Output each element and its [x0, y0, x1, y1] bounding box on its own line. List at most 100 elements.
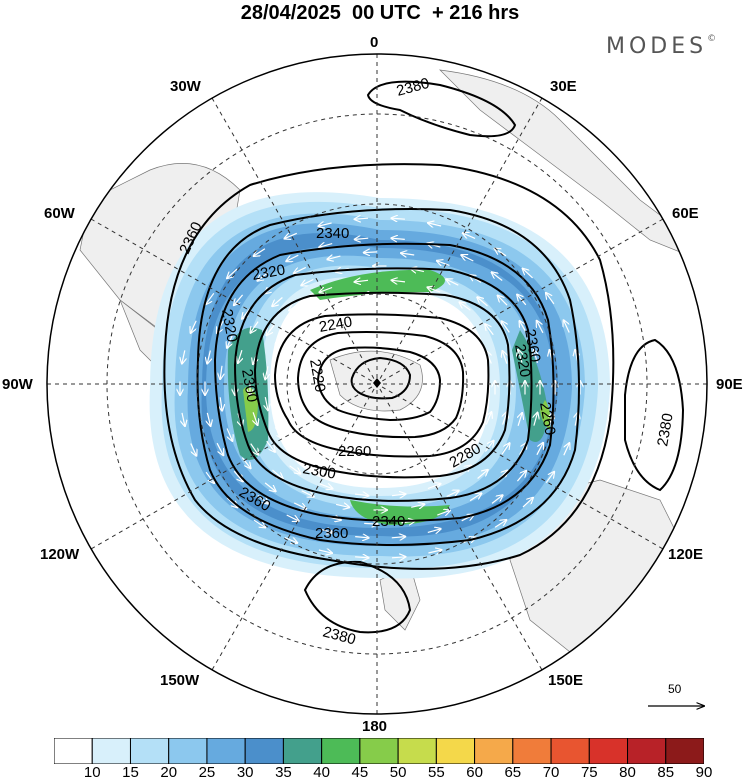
- wind-arrow: [328, 256, 341, 259]
- wind-arrow: [523, 269, 534, 279]
- wind-arrow: [319, 529, 333, 533]
- colorbar-tick-label: 90: [695, 764, 713, 781]
- wind-arrow: [492, 273, 503, 281]
- wind-arrow: [285, 232, 298, 238]
- wind-arrow: [411, 460, 424, 464]
- wind-arrow: [207, 412, 210, 426]
- wind-arrow: [216, 442, 223, 455]
- wind-arrow: [275, 337, 283, 349]
- brand-logo: MODES©: [606, 34, 716, 59]
- wind-arrow: [503, 351, 507, 364]
- wind-arrow: [522, 498, 533, 508]
- wind-arrow: [233, 470, 242, 481]
- wind-arrow: [434, 412, 443, 423]
- wind-arrow: [428, 288, 441, 293]
- wind-arrow: [227, 335, 233, 348]
- contour-2280: [253, 291, 511, 479]
- wind-arrow: [391, 557, 405, 558]
- wind-arrow: [428, 550, 441, 553]
- colorbar-tick-label: 15: [122, 764, 139, 781]
- wind-arrow: [453, 354, 461, 366]
- colorbar-swatch: [321, 738, 361, 764]
- wind-arrow: [319, 223, 332, 226]
- contour-label-2240: 2240: [318, 313, 354, 336]
- wind-arrow: [354, 451, 368, 453]
- wind-arrow: [258, 272, 269, 281]
- wind-arrow: [484, 441, 493, 452]
- wind-arrow: [485, 413, 491, 425]
- colorbar-tick-label: 65: [504, 764, 522, 781]
- wind-arrow: [355, 537, 368, 538]
- wind-arrow: [364, 523, 377, 524]
- contour-2340: [196, 208, 580, 546]
- colorbar-tick-label: 60: [466, 764, 483, 781]
- colorbar-swatch: [129, 738, 170, 764]
- wind-arrow: [301, 490, 314, 497]
- colorbar-swatch: [665, 738, 704, 764]
- map-border: [46, 53, 708, 715]
- height-contours: [163, 80, 685, 634]
- contour-2360: [163, 163, 615, 570]
- colorbar-swatch: [168, 738, 208, 764]
- wind-arrow: [251, 321, 259, 333]
- map-title: 28/04/2025 00 UTC + 216 hrs: [240, 2, 520, 24]
- colorbar: [54, 738, 704, 764]
- wind-arrow: [289, 465, 301, 474]
- lon-label-90e: 90E: [716, 376, 743, 393]
- lon-label-0: 0: [370, 34, 379, 51]
- contour-2380-north: [366, 80, 517, 138]
- wind-arrow: [320, 288, 333, 293]
- wind-arrow: [564, 321, 570, 333]
- lon-label-60e: 60E: [672, 205, 699, 222]
- wind-arrow: [355, 323, 368, 325]
- wind-arrow: [498, 296, 508, 306]
- wind-arrow: [327, 472, 340, 476]
- contour-label-2220: 2220: [306, 358, 329, 394]
- contour-2220: [316, 346, 442, 422]
- wind-arrow: [254, 248, 266, 256]
- wind-arrow: [546, 293, 555, 305]
- wind-arrow: [354, 494, 368, 496]
- wind-arrow: [296, 452, 307, 461]
- wind-arrow: [393, 323, 406, 325]
- wind-arrow: [392, 451, 406, 453]
- wind-arrow: [297, 314, 308, 323]
- colorbar-tick-label: 30: [236, 764, 254, 781]
- wind-arrow: [265, 396, 268, 410]
- contour-2380-south: [303, 560, 412, 634]
- lon-label-60w: 60W: [44, 205, 75, 222]
- wind-arrow: [226, 497, 237, 507]
- colorbar-swatch: [474, 738, 514, 764]
- wind-arrow: [266, 440, 275, 451]
- jet-core-patch: [310, 269, 445, 300]
- wind-arrow: [234, 294, 244, 305]
- wind-arrow: [311, 366, 316, 379]
- wind-arrow: [273, 297, 283, 306]
- wind-arrow: [462, 255, 474, 262]
- wind-arrow: [311, 396, 316, 409]
- land-south-america: [79, 163, 241, 361]
- contour-label-2260-e: 2260: [536, 401, 559, 437]
- wind-arrow: [460, 303, 471, 311]
- wind-arrow: [335, 460, 348, 464]
- wind-arrow: [321, 435, 333, 443]
- colorbar-swatch: [359, 738, 399, 764]
- wind-arrow: [436, 464, 448, 471]
- jet-core-patch: [540, 400, 551, 430]
- wind-arrow: [355, 238, 369, 239]
- lon-label-120w: 120W: [40, 546, 80, 563]
- pole-marker: [373, 378, 381, 388]
- colorbar-swatch: [206, 738, 246, 764]
- wind-arrow: [293, 502, 306, 509]
- lon-label-90w: 90W: [2, 376, 33, 393]
- lon-label-150e: 150E: [548, 672, 584, 689]
- contour-label-2360-e: 2360: [521, 328, 544, 364]
- wind-arrow: [190, 443, 196, 456]
- wind-arrow: [227, 268, 238, 278]
- wind-arrow: [328, 300, 341, 304]
- wind-arrow: [294, 266, 307, 273]
- contour-label-2340-n: 2340: [316, 225, 349, 242]
- wind-arrow: [465, 441, 475, 451]
- wind-arrow: [437, 306, 449, 313]
